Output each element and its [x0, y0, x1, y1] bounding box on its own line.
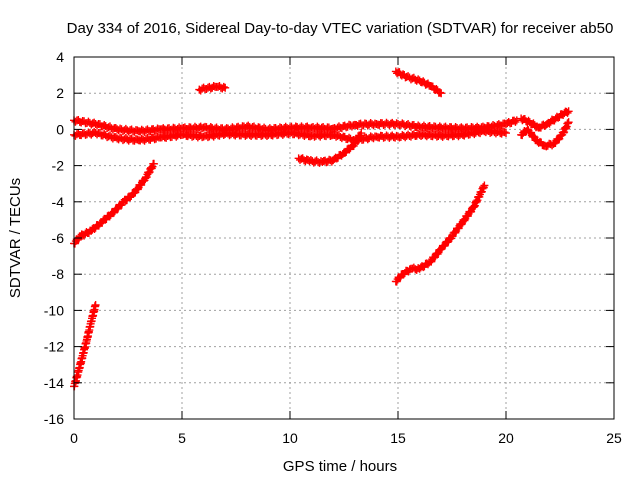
data-point	[149, 159, 158, 168]
series-arc-afternoon-high	[391, 67, 446, 98]
y-tick-label: 0	[56, 121, 64, 137]
data-point	[357, 129, 366, 138]
series-arc-early-rise	[70, 159, 158, 248]
data-marker	[436, 245, 445, 254]
data-marker	[443, 238, 452, 247]
series-band-tail-upper	[517, 107, 573, 132]
x-tick-label: 5	[178, 430, 186, 446]
y-tick-label: -10	[44, 302, 64, 318]
data-marker	[109, 208, 118, 217]
data-marker	[147, 164, 156, 173]
y-tick-label: -4	[52, 194, 65, 210]
data-marker	[500, 128, 509, 137]
data-marker	[451, 228, 460, 237]
y-tick-label: -16	[44, 411, 64, 427]
data-layer	[70, 67, 573, 391]
data-point	[564, 118, 573, 127]
y-tick-label: -2	[52, 158, 65, 174]
data-marker	[133, 185, 142, 194]
x-tick-label: 15	[390, 430, 406, 446]
x-tick-label: 25	[606, 430, 622, 446]
ticks	[73, 56, 615, 420]
series-band-upper	[70, 115, 521, 136]
series-arc-steep-early	[70, 300, 100, 391]
data-marker	[219, 82, 228, 91]
series-band-lower	[70, 126, 510, 145]
data-marker	[554, 135, 563, 144]
data-marker	[144, 168, 153, 177]
series-band-tail-lower	[517, 118, 573, 151]
y-tick-label: -12	[44, 339, 64, 355]
x-tick-label: 20	[498, 430, 514, 446]
x-tick-label: 10	[282, 430, 298, 446]
data-point	[221, 83, 230, 92]
data-marker	[460, 216, 469, 225]
y-tick-label: -6	[52, 230, 65, 246]
series-arc-short-high	[195, 82, 230, 95]
chart-title: Day 334 of 2016, Sidereal Day-to-day VTE…	[67, 20, 614, 37]
y-axis-title: SDTVAR / TECUs	[7, 178, 24, 298]
data-marker	[563, 108, 572, 117]
data-marker	[511, 117, 520, 126]
data-point	[502, 129, 510, 138]
y-tick-label: -8	[52, 266, 65, 282]
series-arc-midday-dip	[294, 129, 366, 167]
grid	[74, 57, 614, 419]
data-marker	[433, 250, 442, 259]
series-arc-afternoon-rise	[391, 181, 489, 286]
y-tick-label: 2	[56, 85, 64, 101]
data-point	[437, 89, 446, 98]
tick-labels: 0 5 10 15 20 25 -16 -14 -12 -10 -8 -6 -4 -2 0 2 4	[44, 49, 622, 446]
data-point	[480, 181, 489, 190]
y-tick-label: -14	[44, 375, 64, 391]
x-axis-title: GPS time / hours	[283, 458, 397, 475]
data-point	[91, 300, 100, 309]
x-tick-label: 0	[70, 430, 78, 446]
data-point	[564, 107, 573, 116]
y-tick-label: 4	[56, 49, 64, 65]
